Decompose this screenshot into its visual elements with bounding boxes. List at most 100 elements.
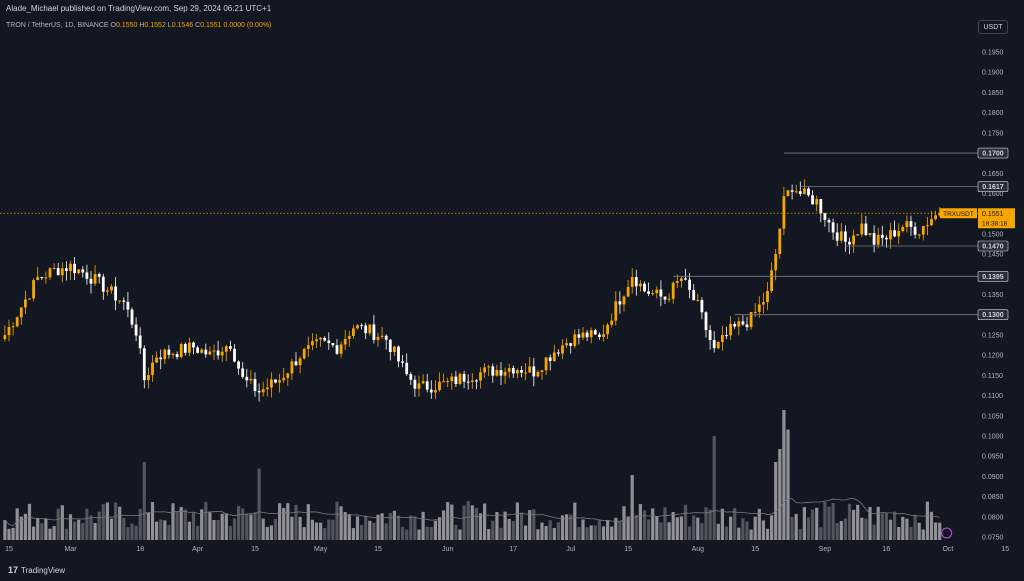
candle-body <box>376 336 380 340</box>
y-tick-label: 0.0750 <box>982 535 1004 542</box>
volume-bar <box>27 503 32 540</box>
volume-bar <box>724 526 729 540</box>
candle-body <box>417 383 421 389</box>
volume-bar <box>536 529 540 540</box>
price-chart[interactable]: 0.1950 0.1900 0.1850 0.1800 0.1750 0.1700 0.16… <box>0 0 1024 562</box>
volume-bar <box>938 522 942 540</box>
candle-body <box>110 286 113 291</box>
volume-bar <box>294 504 298 540</box>
candle-body <box>880 234 884 238</box>
volume-bar <box>175 511 179 540</box>
volume-bar <box>610 526 614 540</box>
volume-bar <box>679 516 683 540</box>
candle-body <box>585 332 589 338</box>
volume-bar <box>528 510 532 540</box>
volume-bar <box>241 508 245 540</box>
y-tick-label: 0.1150 <box>982 373 1003 380</box>
candle-body <box>138 335 142 349</box>
volume-bar <box>913 514 917 540</box>
candle-body <box>803 188 806 194</box>
open-value: 0.1550 <box>115 22 138 29</box>
candle-body <box>19 307 23 318</box>
volume-bar <box>876 506 880 540</box>
volume-bar <box>458 529 462 540</box>
level-tag-label: 0.1300 <box>982 312 1004 319</box>
candle-body <box>839 231 843 241</box>
volume-bar <box>208 512 212 540</box>
volume-bar <box>101 504 105 540</box>
volume-bar <box>11 527 15 540</box>
volume-bar <box>565 514 569 540</box>
candle-body <box>229 346 232 349</box>
volume-bar <box>597 520 601 540</box>
candle-body <box>56 268 60 276</box>
volume-bar <box>347 514 351 540</box>
volume-bar <box>298 516 302 540</box>
y-tick-label: 0.1500 <box>982 231 1004 238</box>
volume-bar <box>737 527 741 540</box>
candle-body <box>913 226 917 235</box>
volume-bar <box>388 512 392 540</box>
volume-bar <box>515 502 519 540</box>
volume-bar <box>843 518 847 540</box>
volume-bar <box>282 508 286 540</box>
volume-bar <box>811 509 815 540</box>
candle-body <box>684 278 687 280</box>
candle-body <box>434 390 437 393</box>
volume-bar <box>675 517 679 540</box>
candle-body <box>573 334 577 346</box>
candle-body <box>868 233 872 235</box>
candle-body <box>65 268 68 271</box>
volume-bar <box>491 520 495 540</box>
x-tick-label: 16 <box>883 546 891 553</box>
candle-body <box>815 199 819 205</box>
volume-bar <box>556 522 560 540</box>
x-tick-label: Sep <box>819 546 832 553</box>
volume-bar <box>753 516 757 540</box>
volume-bar <box>167 525 171 540</box>
volume-bar <box>319 522 323 540</box>
candle-body <box>81 269 85 273</box>
volume-bar <box>819 527 823 540</box>
volume-bar <box>897 526 901 540</box>
candle-body <box>536 371 540 377</box>
volume-bar <box>798 529 802 540</box>
volume-bar <box>606 520 610 540</box>
volume-bar <box>335 501 339 540</box>
candle-body <box>626 286 630 297</box>
candle-body <box>753 311 757 313</box>
tradingview-logo[interactable]: 17 TradingView <box>8 565 65 575</box>
volume-bar <box>278 503 282 540</box>
candle-body <box>807 188 810 196</box>
candle-body <box>520 370 523 373</box>
candle-body <box>651 293 655 295</box>
candle-body <box>183 344 187 353</box>
level-tag-label: 0.1470 <box>982 244 1004 251</box>
volume-bar <box>401 526 405 540</box>
x-tick-label: 15 <box>624 546 632 553</box>
volume-bar <box>380 513 384 540</box>
candle-body <box>852 235 855 245</box>
candle-body <box>126 301 130 310</box>
volume-bar <box>40 523 44 540</box>
price-tag <box>978 208 1015 229</box>
volume-bar <box>60 505 64 540</box>
currency-button[interactable]: USDT <box>978 20 1008 34</box>
volume-bar <box>306 504 310 540</box>
volume-bar <box>888 519 893 540</box>
candle-body <box>446 381 450 383</box>
candle-body <box>827 219 831 223</box>
countdown-label: 18:38:18 <box>982 220 1008 227</box>
candle-body <box>384 335 388 340</box>
candle-body <box>528 366 532 373</box>
candle-body <box>380 335 384 337</box>
volume-bar <box>708 509 712 540</box>
volume-bar <box>503 511 507 540</box>
candle-body <box>794 191 798 193</box>
candle-body <box>48 268 52 278</box>
y-tick-label: 0.1000 <box>982 433 1004 440</box>
x-tick-label: 15 <box>251 546 259 553</box>
volume-bar <box>524 525 528 540</box>
volume-bar <box>384 523 388 540</box>
candle-body <box>680 278 683 282</box>
